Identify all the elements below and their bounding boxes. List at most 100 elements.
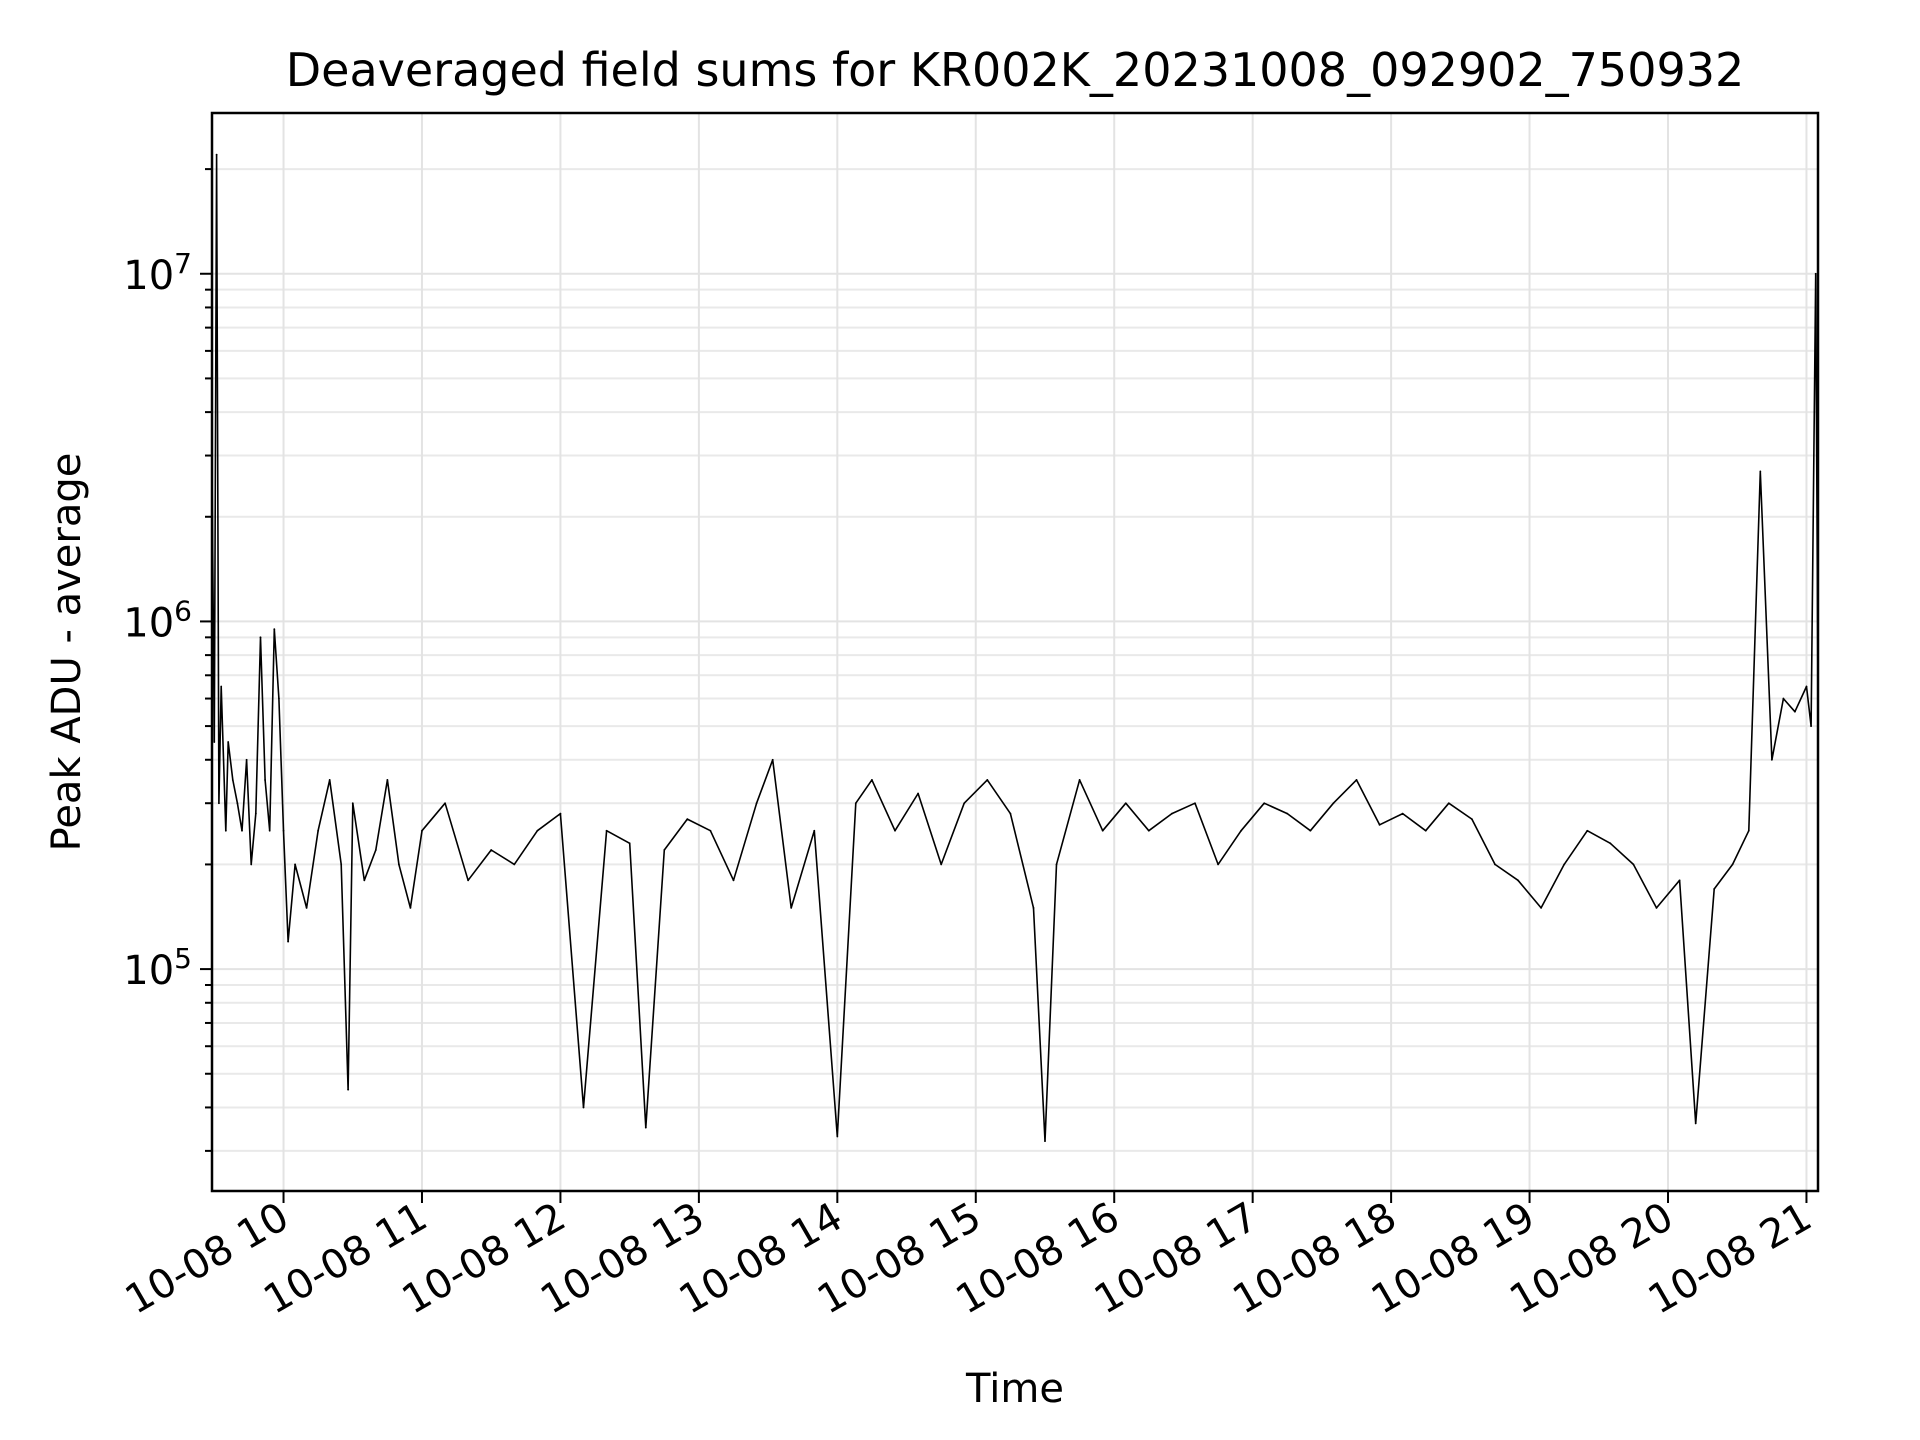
data-point (1424, 829, 1427, 832)
data-point (231, 779, 234, 781)
data-point (1655, 906, 1658, 909)
data-point (398, 863, 400, 866)
data-point (287, 940, 290, 943)
data-point (363, 879, 366, 882)
data-point (1609, 842, 1612, 845)
data-point (1078, 779, 1081, 781)
data-point (421, 829, 423, 832)
data-point (1470, 818, 1473, 821)
data-point (963, 802, 966, 805)
data-point (218, 802, 220, 805)
data-point (1044, 1140, 1046, 1143)
data-point (1147, 829, 1150, 832)
data-point (1814, 272, 1817, 275)
data-point (559, 812, 562, 815)
data-point (790, 906, 793, 909)
data-point (213, 741, 216, 743)
data-point (490, 849, 493, 851)
data-point (236, 802, 239, 805)
data-point (1263, 802, 1266, 805)
data-point (1782, 697, 1785, 700)
data-point (986, 779, 989, 781)
data-point (663, 849, 666, 851)
data-point (1678, 879, 1681, 882)
data-point (1309, 829, 1312, 832)
data-point (1731, 863, 1734, 866)
data-point (305, 906, 308, 909)
data-point (813, 829, 816, 832)
data-point (1286, 812, 1289, 815)
data-point (227, 741, 230, 743)
data-point (268, 829, 271, 832)
data-point (278, 697, 280, 700)
data-point (282, 829, 285, 832)
data-point (259, 636, 262, 639)
y-axis-label: Peak ADU - average (44, 453, 90, 852)
data-point (755, 802, 758, 805)
data-point (1124, 802, 1127, 805)
data-point (224, 829, 227, 832)
series-line (211, 153, 1819, 1142)
data-point (215, 153, 218, 156)
data-point (1586, 829, 1589, 832)
series-layer (211, 153, 1819, 1143)
data-point (1632, 863, 1635, 866)
data-point (351, 802, 354, 805)
data-point (273, 628, 276, 631)
data-point (254, 812, 257, 815)
data-point (241, 829, 243, 832)
data-point (1032, 906, 1035, 909)
data-point (1194, 802, 1196, 805)
data-point (1055, 863, 1058, 866)
data-point (1517, 879, 1519, 882)
data-point (1494, 863, 1496, 866)
data-point (628, 842, 631, 845)
data-point (444, 802, 446, 805)
data-point (771, 758, 774, 761)
data-point (1378, 823, 1381, 826)
data-point (245, 758, 248, 761)
data-point (264, 779, 266, 781)
data-point (917, 792, 919, 795)
y-tick-label: 105 (123, 942, 192, 994)
data-point (1332, 802, 1335, 805)
data-point (1563, 863, 1566, 866)
data-point (871, 779, 873, 781)
data-point (1540, 906, 1543, 909)
data-point (1401, 812, 1404, 815)
data-point (709, 829, 712, 832)
data-point (294, 863, 296, 866)
data-point (409, 906, 412, 909)
data-point (317, 829, 320, 832)
data-point (1794, 710, 1796, 713)
data-point (836, 1135, 839, 1138)
data-point (686, 818, 689, 821)
data-point (220, 685, 223, 688)
data-point (1810, 725, 1812, 727)
data-point (1759, 470, 1762, 473)
data-point (1009, 812, 1012, 815)
data-point (1447, 802, 1450, 805)
data-point (1694, 1122, 1697, 1125)
data-point (250, 863, 253, 866)
data-point (1747, 829, 1750, 832)
data-point (605, 829, 608, 832)
data-point (328, 779, 331, 781)
data-point (1171, 812, 1173, 815)
data-point (1240, 829, 1243, 832)
data-point (374, 849, 377, 851)
data-point (513, 863, 516, 866)
data-point (644, 1126, 647, 1129)
plot-frame (210, 111, 1820, 1193)
chart-title: Deaveraged field sums for KR002K_2023100… (286, 43, 1745, 97)
x-axis-label: Time (965, 1366, 1064, 1412)
data-point (1217, 863, 1219, 866)
data-point (467, 879, 470, 882)
data-point (340, 863, 343, 866)
data-point (940, 863, 943, 866)
data-point (1355, 779, 1358, 781)
y-tick-label: 107 (123, 247, 192, 299)
data-point (536, 829, 539, 832)
